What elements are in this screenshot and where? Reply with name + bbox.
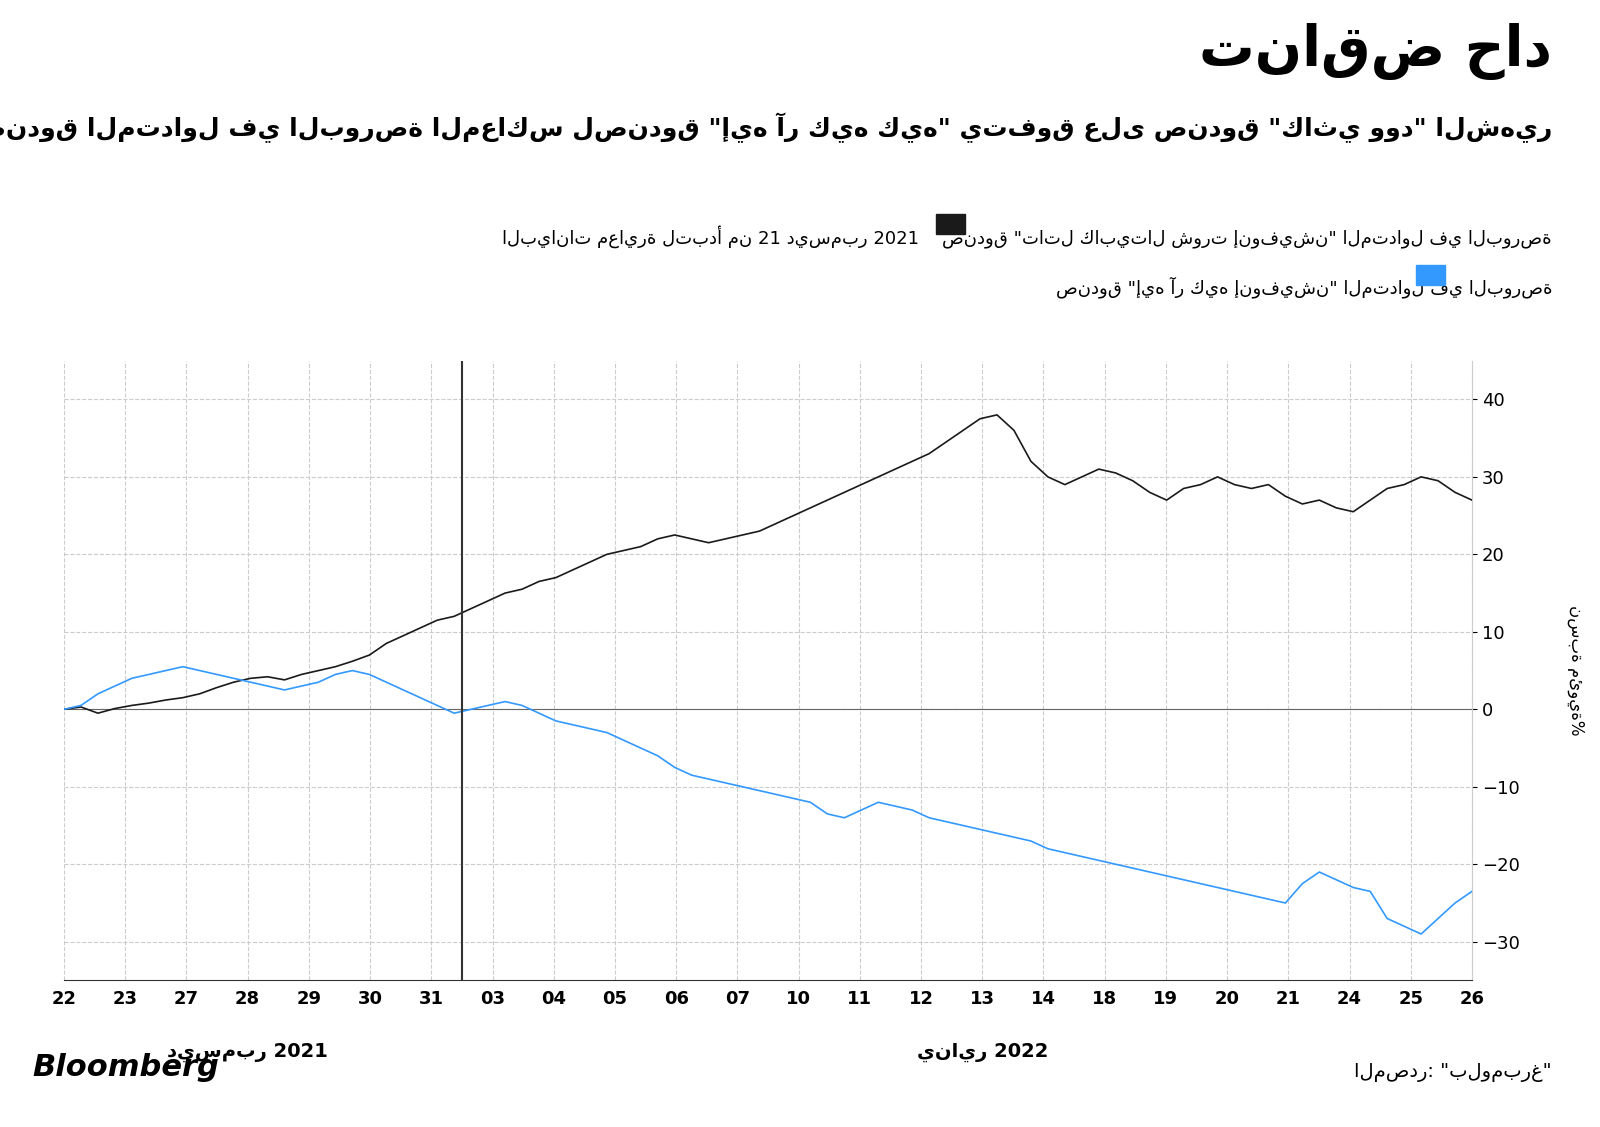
- Text: المصدر: "بلومبرغ": المصدر: "بلومبرغ": [1354, 1063, 1552, 1082]
- Text: ديسمبر 2021: ديسمبر 2021: [168, 1042, 328, 1062]
- Text: يناير 2022: يناير 2022: [917, 1042, 1048, 1062]
- Text: الصندوق المتداول في البورصة المعاكس لصندوق "إيه آر كيه كيه" يتفوق على صندوق "كاث: الصندوق المتداول في البورصة المعاكس لصند…: [0, 113, 1552, 143]
- Text: Bloomberg: Bloomberg: [32, 1053, 219, 1082]
- Text: البيانات معايرة لتبدأ من 21 ديسمبر 2021    صندوق "تاتل كابيتال شورت إنوفيشن" الم: البيانات معايرة لتبدأ من 21 ديسمبر 2021 …: [502, 225, 1552, 249]
- Text: صندوق "إيه آر كيه إنوفيشن" المتداول في البورصة: صندوق "إيه آر كيه إنوفيشن" المتداول في ا…: [1056, 276, 1552, 298]
- Text: تناقض حاد: تناقض حاد: [1198, 23, 1552, 80]
- Text: نسبة مئوية%: نسبة مئوية%: [1566, 605, 1586, 736]
